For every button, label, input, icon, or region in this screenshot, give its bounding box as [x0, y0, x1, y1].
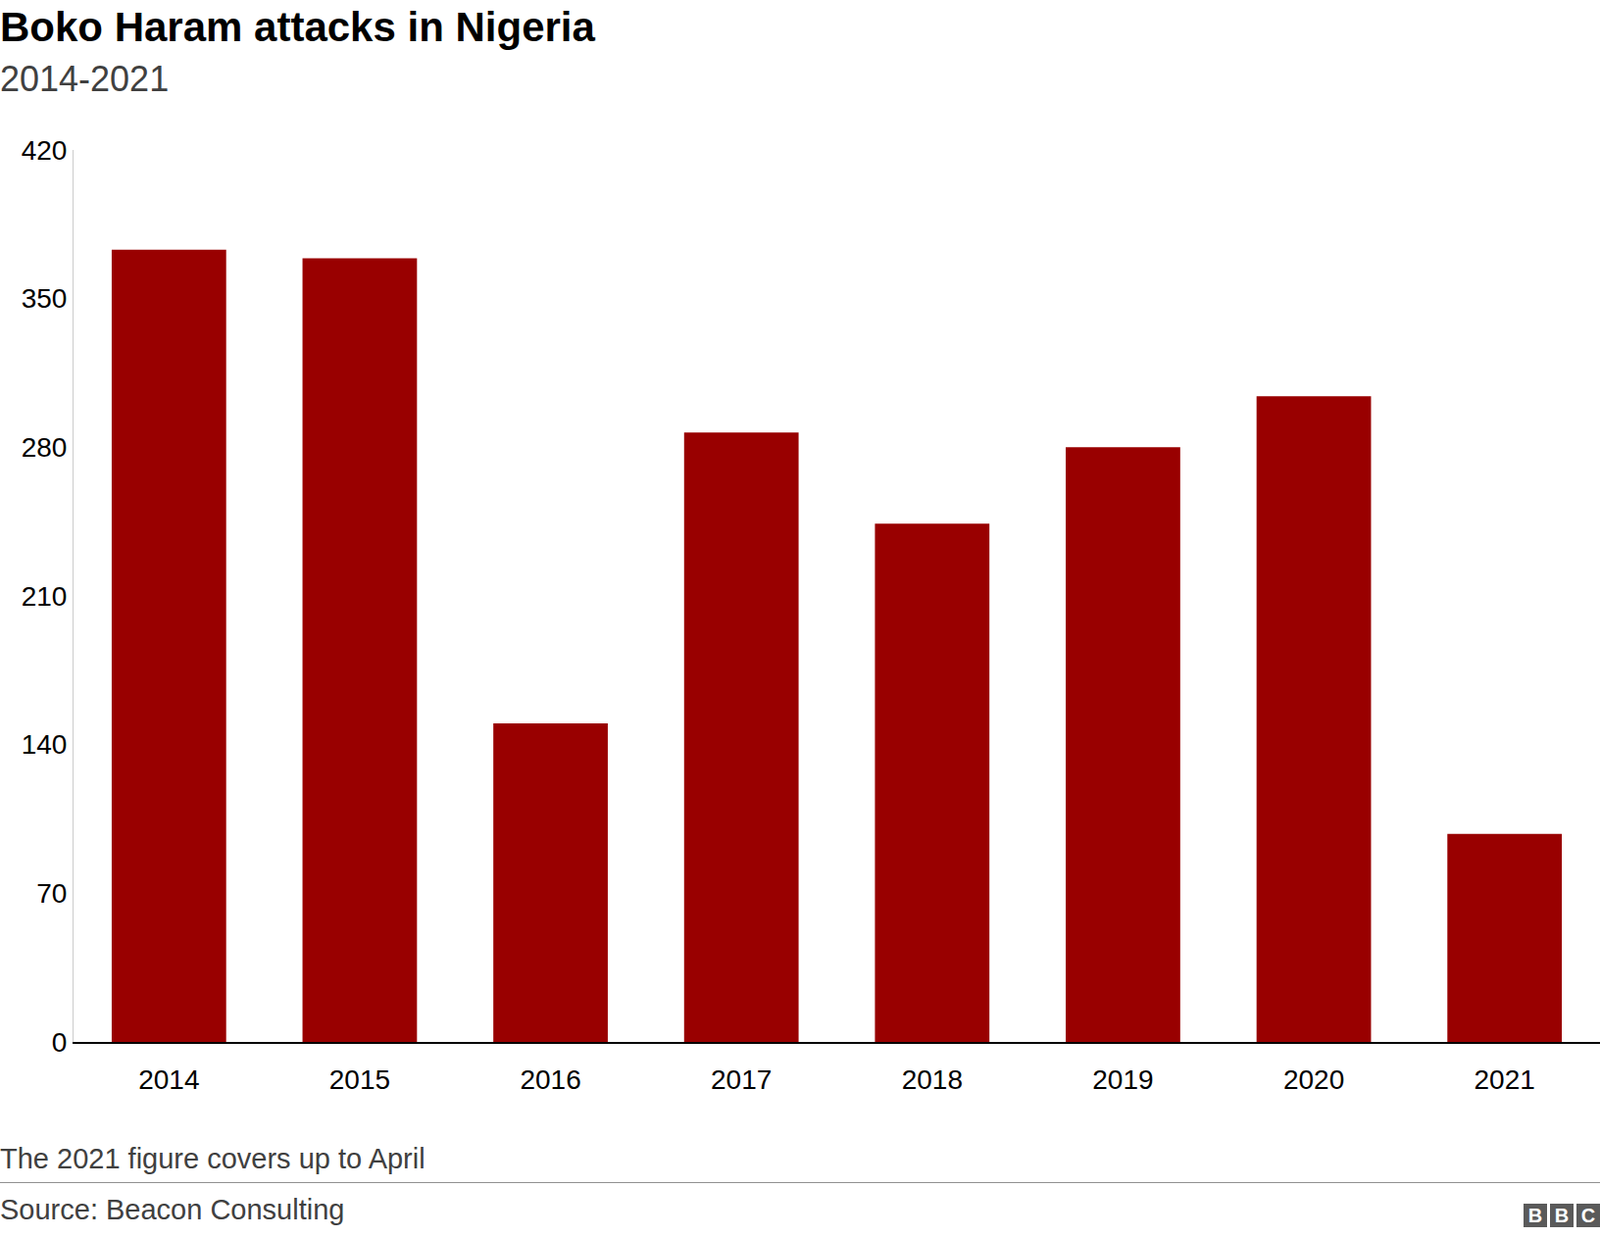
- svg-text:420: 420: [21, 135, 68, 166]
- svg-text:70: 70: [36, 878, 67, 909]
- html-text:B: B: [1554, 1204, 1569, 1227]
- svg-text:210: 210: [21, 581, 68, 612]
- html-text:Source: Beacon Consulting: Source: Beacon Consulting: [0, 1194, 345, 1226]
- svg-text:2017: 2017: [710, 1064, 772, 1096]
- svg-text:280: 280: [21, 432, 68, 463]
- svg-text:2016: 2016: [519, 1064, 581, 1096]
- svg-text:350: 350: [21, 283, 68, 314]
- svg-text:140: 140: [21, 729, 68, 760]
- svg-text:2021: 2021: [1474, 1064, 1536, 1096]
- svg-text:2015: 2015: [329, 1064, 391, 1096]
- html-text:The 2021 figure covers up to A: The 2021 figure covers up to April: [0, 1143, 426, 1175]
- svg-text:2020: 2020: [1283, 1064, 1345, 1096]
- svg-text:2014: 2014: [138, 1064, 200, 1096]
- html-text:B: B: [1528, 1204, 1543, 1227]
- svg-text:0: 0: [51, 1027, 68, 1058]
- svg-text:2018: 2018: [901, 1064, 963, 1096]
- svg-text:2019: 2019: [1092, 1064, 1153, 1096]
- html-text:C: C: [1581, 1204, 1596, 1227]
- html-text:Boko Haram attacks in Nigeria: Boko Haram attacks in Nigeria: [0, 3, 595, 50]
- html-text:2014-2021: 2014-2021: [0, 58, 169, 100]
